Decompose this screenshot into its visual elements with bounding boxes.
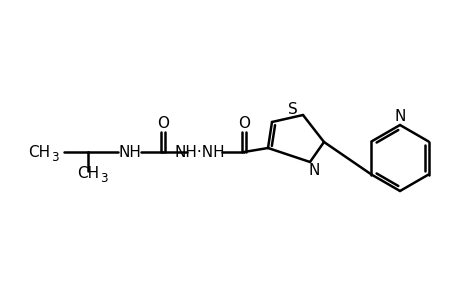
Text: 3: 3 [100,172,107,185]
Text: S: S [287,101,297,116]
Text: 3: 3 [51,151,58,164]
Text: O: O [157,116,168,130]
Text: N: N [393,109,405,124]
Text: NH·NH: NH·NH [174,145,225,160]
Text: NH: NH [118,145,141,160]
Text: N: N [308,163,319,178]
Text: CH: CH [28,145,50,160]
Text: O: O [237,116,249,130]
Text: CH: CH [77,167,99,182]
